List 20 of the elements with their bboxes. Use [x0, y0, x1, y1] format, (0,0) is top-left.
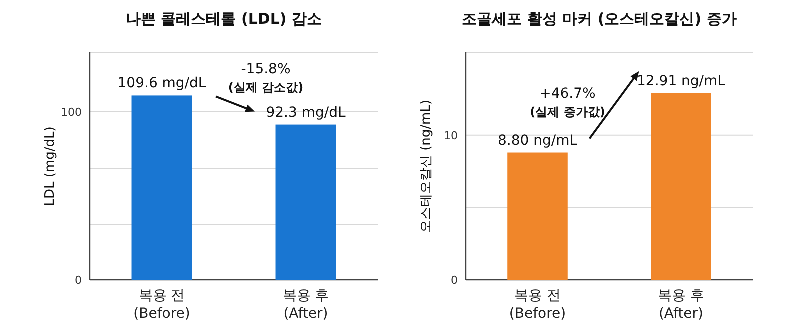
y-axis-title: 오스테오칼신 (ng/mL) — [419, 100, 434, 234]
y-tick-label: 0 — [451, 274, 458, 287]
y-tick-label: 10 — [444, 129, 458, 142]
data-label: 12.91 ng/mL — [637, 73, 726, 90]
data-label: 8.80 ng/mL — [498, 132, 578, 149]
x-tick-label: 복용 후 (After) — [282, 288, 330, 322]
y-tick-label: 0 — [75, 274, 82, 287]
y-tick-label: 100 — [61, 106, 82, 119]
annotation: +46.7% — [540, 86, 596, 102]
x-tick-label: 복용 전 (Before) — [134, 288, 190, 322]
data-label: 109.6 mg/dL — [118, 76, 206, 92]
annotation: (실제 증가값) — [530, 104, 606, 119]
chart-title: 조골세포 활성 마커 (오스테오칼신) 증가 — [462, 10, 737, 28]
data-label: 92.3 mg/dL — [266, 104, 346, 121]
annotation: -15.8% — [241, 62, 291, 78]
annotation: (실제 감소값) — [228, 80, 304, 95]
chart-title: 나쁜 콜레스테롤 (LDL) 감소 — [126, 10, 322, 28]
x-tick-label: 복용 후 (After) — [658, 288, 704, 322]
y-axis-title: LDL (mg/dL) — [43, 126, 58, 206]
x-tick-label: 복용 전 (Before) — [509, 288, 566, 322]
